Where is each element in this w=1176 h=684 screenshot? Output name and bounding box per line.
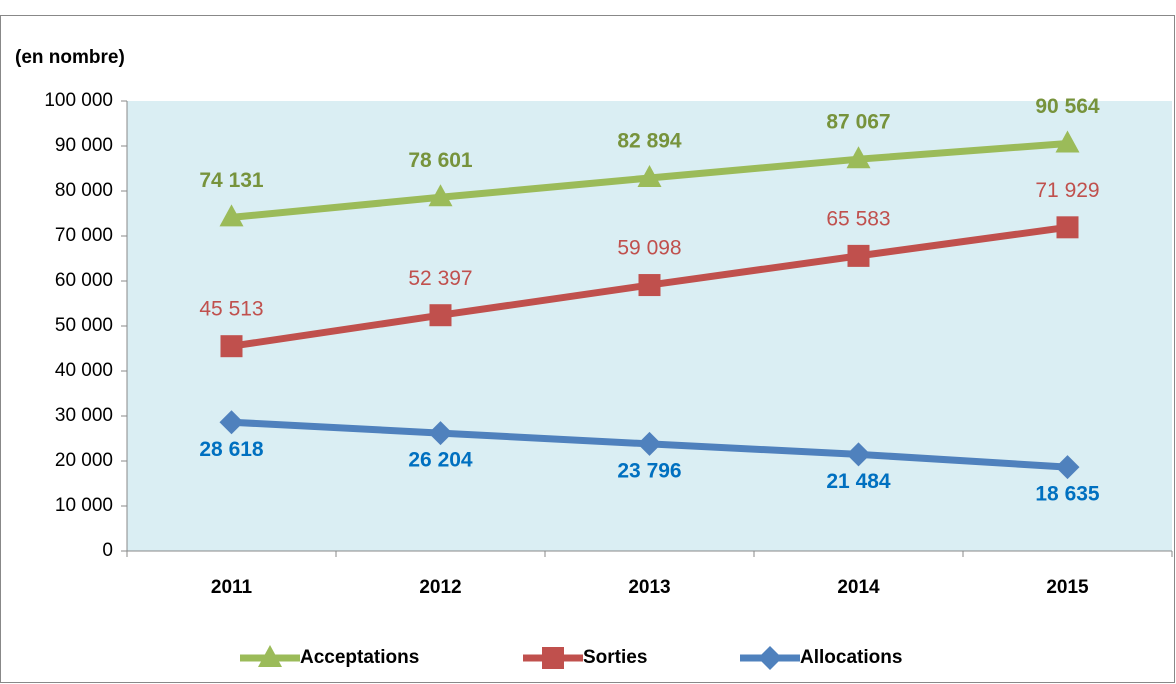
y-tick-label: 50 000	[55, 315, 113, 336]
y-tick-label: 40 000	[55, 360, 113, 381]
marker	[846, 146, 871, 169]
y-tick-label: 80 000	[55, 180, 113, 201]
marker	[1055, 455, 1080, 480]
marker	[637, 164, 662, 187]
data-label: 26 204	[408, 449, 473, 472]
y-tick-label: 20 000	[55, 450, 113, 471]
x-tick-label: 2011	[211, 577, 253, 598]
marker	[637, 431, 662, 456]
data-label: 87 067	[826, 111, 890, 134]
y-tick-label: 70 000	[55, 225, 113, 246]
y-tick-label: 60 000	[55, 270, 113, 291]
marker	[638, 274, 661, 297]
marker	[428, 421, 453, 446]
marker	[1055, 130, 1080, 153]
marker	[219, 204, 244, 227]
marker	[1056, 216, 1079, 239]
data-label: 90 564	[1035, 95, 1100, 118]
data-label: 78 601	[408, 149, 473, 172]
y-tick-label: 90 000	[55, 135, 113, 156]
data-label: 21 484	[826, 470, 891, 493]
legend-label: Acceptations	[300, 647, 419, 668]
marker	[847, 244, 870, 267]
marker	[220, 335, 243, 358]
data-label: 28 618	[199, 438, 264, 461]
x-tick-label: 2012	[419, 577, 461, 598]
data-label: 59 098	[617, 237, 681, 260]
data-label: 52 397	[408, 267, 472, 290]
data-label: 82 894	[617, 130, 682, 153]
y-tick-label: 10 000	[55, 495, 113, 516]
y-tick-label: 30 000	[55, 405, 113, 426]
data-label: 74 131	[199, 169, 264, 192]
data-label: 18 635	[1035, 483, 1100, 506]
marker	[258, 645, 282, 667]
legend-label: Allocations	[800, 647, 902, 668]
marker	[758, 646, 782, 670]
marker	[429, 304, 452, 327]
x-tick-label: 2013	[628, 577, 670, 598]
legend-label: Sorties	[583, 647, 647, 668]
marker	[846, 442, 871, 467]
x-tick-label: 2014	[837, 577, 880, 598]
data-label: 45 513	[199, 298, 263, 321]
marker	[219, 410, 244, 435]
y-axis-label: (en nombre)	[15, 47, 125, 68]
data-label: 71 929	[1035, 179, 1099, 202]
data-label: 23 796	[617, 459, 681, 482]
y-tick-label: 0	[102, 540, 113, 561]
x-tick-label: 2015	[1046, 577, 1089, 598]
data-label: 65 583	[826, 207, 890, 230]
marker	[542, 647, 564, 669]
y-tick-label: 100 000	[44, 90, 113, 111]
marker	[428, 184, 453, 207]
